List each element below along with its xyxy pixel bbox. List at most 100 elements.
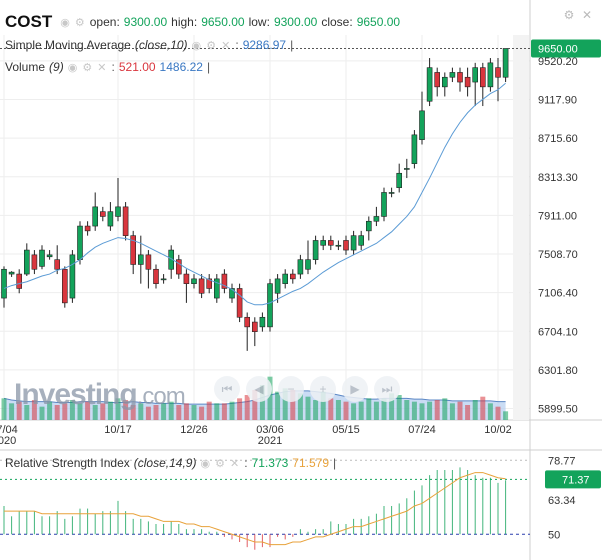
volume-bar bbox=[297, 393, 303, 420]
time-tick-label: 12/26 bbox=[180, 424, 208, 436]
candle-body bbox=[236, 288, 243, 318]
price-tick-label: 7911.00 bbox=[538, 210, 577, 222]
volume-legend: Volume (9) ◉ ⚙ ✕ :521.00 1486.22 | bbox=[5, 60, 211, 74]
scroll-far-left-icon[interactable]: ⏮ bbox=[214, 376, 240, 402]
candle-body bbox=[77, 225, 83, 260]
low-value: 9300.00 bbox=[273, 15, 318, 29]
volume-bar bbox=[366, 398, 372, 420]
scroll-left-icon[interactable]: ◀ bbox=[246, 376, 272, 402]
candle-body bbox=[39, 249, 45, 267]
candle-body bbox=[229, 288, 235, 299]
candle-body bbox=[153, 268, 159, 284]
symbol-label: COST bbox=[5, 12, 53, 31]
volume-bar bbox=[221, 403, 227, 420]
candle-body bbox=[46, 254, 53, 258]
candle-body bbox=[305, 259, 311, 270]
candle-body bbox=[214, 278, 220, 299]
candle-body bbox=[54, 259, 61, 270]
candle-body bbox=[191, 278, 197, 284]
candle-body bbox=[183, 273, 190, 284]
volume-bar bbox=[275, 391, 281, 420]
volume-bar bbox=[31, 400, 37, 420]
candle-body bbox=[487, 62, 494, 88]
candle-body bbox=[221, 273, 228, 289]
zoom-in-icon[interactable]: + bbox=[310, 376, 336, 402]
zoom-out-icon[interactable]: − bbox=[278, 376, 304, 402]
rsi-tick-label: 78.77 bbox=[548, 455, 576, 467]
price-tick-label: 9520.20 bbox=[538, 56, 578, 68]
volume-bar bbox=[168, 401, 174, 420]
volume-bar bbox=[191, 405, 197, 420]
rsi-pane bbox=[0, 459, 530, 550]
volume-bar bbox=[419, 403, 425, 420]
rsi-current-label: 71.37 bbox=[562, 474, 590, 486]
candle-body bbox=[449, 72, 456, 78]
open-value: 9300.00 bbox=[123, 15, 168, 29]
candle-body bbox=[335, 244, 342, 247]
volume-bar bbox=[47, 401, 53, 420]
scroll-far-right-icon[interactable]: ⏭ bbox=[374, 376, 400, 402]
investing-watermark: Investing.com bbox=[14, 378, 186, 411]
volume-bar bbox=[313, 400, 319, 420]
candle-body bbox=[115, 206, 121, 217]
candle-body bbox=[176, 259, 182, 275]
rsi-tick-label: 50 bbox=[548, 529, 560, 541]
candle-body bbox=[138, 254, 144, 265]
sma-legend: Simple Moving Average (close,10) ◉ ⚙ ✕ :… bbox=[5, 38, 294, 52]
candle-body bbox=[267, 283, 273, 328]
volume-bar bbox=[259, 385, 265, 420]
candle-body bbox=[107, 211, 114, 227]
sma-line bbox=[3, 82, 506, 306]
candle-body bbox=[297, 259, 304, 275]
eye-icon[interactable]: ◉ ⚙ bbox=[60, 16, 86, 29]
price-tick-label: 5899.50 bbox=[538, 404, 578, 416]
volume-eye-icon[interactable]: ◉ ⚙ ✕ bbox=[67, 61, 108, 74]
rsi-ma-value: 71.579 bbox=[292, 456, 329, 470]
volume-bar bbox=[183, 403, 189, 420]
volume-bar bbox=[381, 398, 387, 420]
candle-body bbox=[495, 67, 501, 78]
price-tick-label: 6704.10 bbox=[538, 326, 578, 338]
candle-body bbox=[84, 225, 91, 232]
volume-bar bbox=[130, 405, 136, 420]
time-tick-label: 07/24 bbox=[408, 424, 436, 436]
volume-pane bbox=[1, 376, 509, 420]
volume-bar bbox=[115, 398, 121, 420]
scroll-right-icon[interactable]: ▶ bbox=[342, 376, 368, 402]
rsi-eye-icon[interactable]: ◉ ⚙ ✕ bbox=[200, 457, 241, 470]
volume-bar bbox=[465, 405, 471, 420]
price-tick-label: 8313.30 bbox=[538, 172, 578, 184]
candle-body bbox=[396, 172, 403, 188]
volume-bar bbox=[1, 398, 7, 420]
candle-body bbox=[23, 249, 30, 275]
time-tick-year: 2021 bbox=[258, 435, 282, 447]
volume-bar bbox=[252, 390, 258, 420]
high-value: 9650.00 bbox=[201, 15, 245, 29]
volume-bar bbox=[153, 405, 159, 420]
price-tick-label: 7106.40 bbox=[538, 288, 578, 300]
candle-body bbox=[282, 273, 289, 284]
candle-body bbox=[312, 240, 319, 260]
close-icon[interactable]: ✕ bbox=[581, 8, 593, 22]
settings-icon[interactable]: ⚙ bbox=[563, 8, 575, 22]
volume-bar bbox=[69, 400, 75, 420]
volume-bar bbox=[176, 405, 182, 420]
volume-bar bbox=[85, 401, 91, 420]
candle-body bbox=[381, 192, 387, 217]
time-tick-label: 10/17 bbox=[104, 424, 132, 436]
volume-bar bbox=[9, 403, 15, 420]
volume-value: 521.00 bbox=[118, 60, 156, 74]
candle-body bbox=[259, 316, 266, 328]
volume-bar bbox=[62, 403, 68, 420]
time-tick-year: 2020 bbox=[0, 435, 16, 447]
volume-bar bbox=[229, 401, 235, 420]
candle-body bbox=[206, 278, 212, 289]
sma-eye-icon[interactable]: ◉ ⚙ ✕ bbox=[191, 39, 232, 52]
volume-bar bbox=[206, 401, 212, 420]
candle-body bbox=[343, 240, 349, 251]
candle-body bbox=[373, 216, 380, 222]
volume-bar bbox=[39, 406, 45, 420]
volume-bar bbox=[161, 403, 167, 420]
